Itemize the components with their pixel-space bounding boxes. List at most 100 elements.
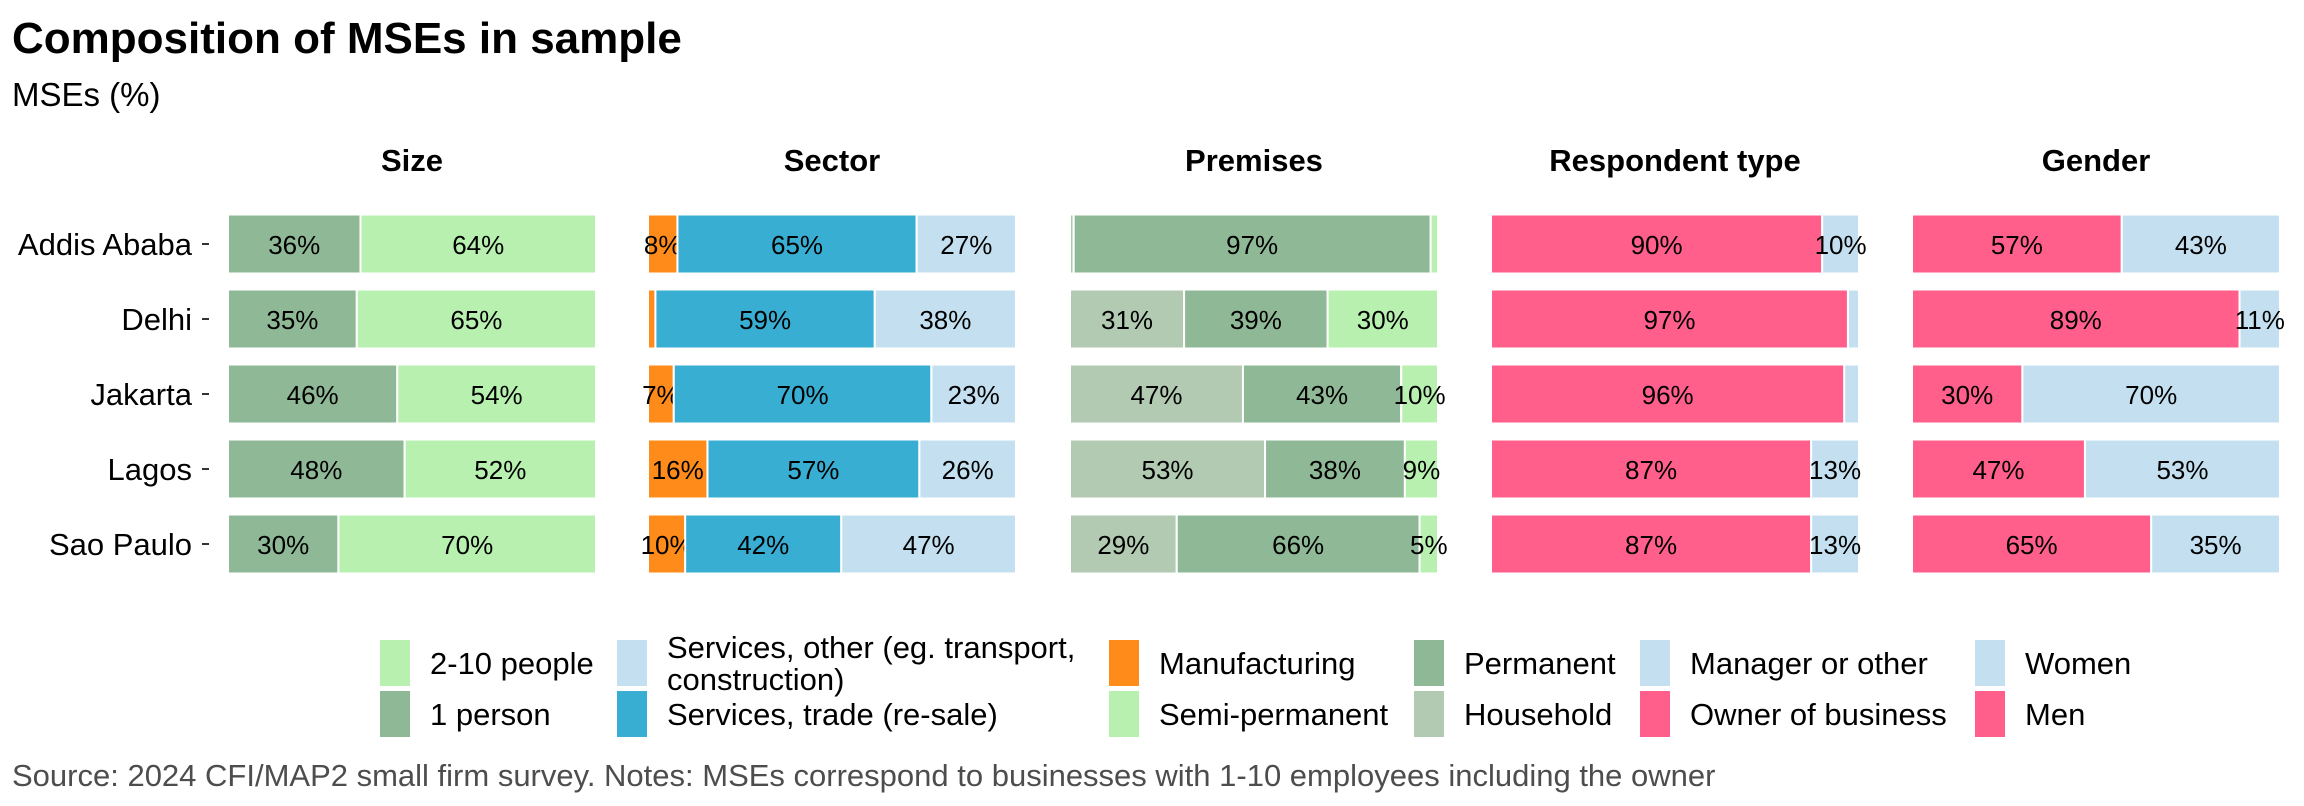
bar-premises-delhi-semi-permanent bbox=[1326, 288, 1439, 350]
bar-size-lagos-1-person bbox=[227, 438, 406, 500]
data-label-gender-jakarta-men: 30% bbox=[1941, 380, 1993, 410]
bar-sector-sao-paulo-services-other-eg-transport-construction bbox=[840, 513, 1017, 575]
row-label-jakarta: Jakarta bbox=[90, 377, 192, 412]
bar-gender-addis-ababa-men bbox=[1911, 213, 2123, 275]
legend-key-owner-of-business bbox=[1640, 691, 1670, 737]
legend-label-household: Household bbox=[1464, 697, 1612, 732]
bar-respondent-type-sao-paulo-owner-of-business bbox=[1490, 513, 1813, 575]
data-label-gender-lagos-women: 53% bbox=[2156, 455, 2208, 485]
data-label-gender-addis-ababa-women: 43% bbox=[2175, 230, 2227, 260]
legend-key-permanent bbox=[1414, 640, 1444, 686]
row-label-lagos: Lagos bbox=[108, 452, 192, 487]
data-label-respondent-type-addis-ababa-owner-of-business: 90% bbox=[1631, 230, 1683, 260]
data-label-sector-sao-paulo-services-trade-re-sale: 42% bbox=[737, 530, 789, 560]
bar-sector-addis-ababa-manufacturing bbox=[647, 213, 679, 275]
bar-size-sao-paulo-1-person bbox=[227, 513, 340, 575]
bar-sector-jakarta-services-trade-re-sale bbox=[672, 363, 933, 425]
legend-label-services-other-eg-transport-construction: Services, other (eg. transport, construct… bbox=[667, 630, 1075, 697]
data-label-size-jakarta-1-person: 46% bbox=[287, 380, 339, 410]
bar-premises-sao-paulo-permanent bbox=[1175, 513, 1421, 575]
bar-sector-jakarta-manufacturing bbox=[647, 363, 675, 425]
legend-label-2-10-people: 2-10 people bbox=[430, 646, 594, 681]
bar-premises-sao-paulo-semi-permanent bbox=[1418, 513, 1439, 575]
panel-title-sector: Sector bbox=[784, 143, 880, 178]
data-label-size-sao-paulo-1-person: 30% bbox=[257, 530, 309, 560]
data-label-premises-jakarta-household: 47% bbox=[1130, 380, 1182, 410]
bar-respondent-type-jakarta-owner-of-business bbox=[1490, 363, 1846, 425]
data-label-size-addis-ababa-1-person: 36% bbox=[268, 230, 320, 260]
panel-title-premises: Premises bbox=[1185, 143, 1323, 178]
legend-label-owner-of-business: Owner of business bbox=[1690, 697, 1947, 732]
data-label-sector-addis-ababa-services-trade-re-sale: 65% bbox=[771, 230, 823, 260]
bar-respondent-type-sao-paulo-manager-or-other bbox=[1810, 513, 1861, 575]
legend-key-2-10-people bbox=[380, 640, 410, 686]
legend-key-women bbox=[1975, 640, 2005, 686]
data-label-gender-delhi-women: 11% bbox=[2235, 305, 2285, 335]
data-label-respondent-type-delhi-owner-of-business: 97% bbox=[1643, 305, 1695, 335]
data-label-gender-jakarta-women: 70% bbox=[2125, 380, 2177, 410]
bar-sector-lagos-services-trade-re-sale bbox=[706, 438, 921, 500]
bar-size-sao-paulo-2-10-people bbox=[337, 513, 597, 575]
legend-label-women: Women bbox=[2025, 646, 2131, 681]
bar-sector-delhi-services-trade-re-sale bbox=[654, 288, 876, 350]
bar-size-addis-ababa-2-10-people bbox=[359, 213, 598, 275]
data-label-respondent-type-sao-paulo-owner-of-business: 87% bbox=[1625, 530, 1677, 560]
data-label-premises-sao-paulo-permanent: 66% bbox=[1272, 530, 1324, 560]
bar-sector-addis-ababa-services-trade-re-sale bbox=[676, 213, 918, 275]
data-label-size-jakarta-2-10-people: 54% bbox=[471, 380, 523, 410]
chart-subtitle: MSEs (%) bbox=[12, 76, 161, 113]
data-label-gender-lagos-men: 47% bbox=[1972, 455, 2024, 485]
bar-size-jakarta-2-10-people bbox=[396, 363, 597, 425]
bar-size-jakarta-1-person bbox=[227, 363, 399, 425]
legend-label-1-person: 1 person bbox=[430, 697, 551, 732]
data-label-sector-lagos-manufacturing: 16% bbox=[652, 455, 704, 485]
bar-respondent-type-jakarta-manager-or-other bbox=[1843, 363, 1861, 425]
legend-key-1-person bbox=[380, 691, 410, 737]
bar-respondent-type-delhi-manager-or-other bbox=[1846, 288, 1860, 350]
bar-sector-addis-ababa-services-other-eg-transport-construction bbox=[915, 213, 1018, 275]
panel-title-size: Size bbox=[381, 143, 443, 178]
legend-key-services-trade-re-sale bbox=[617, 691, 647, 737]
data-label-sector-addis-ababa-manufacturing: 8% bbox=[644, 230, 682, 260]
data-label-respondent-type-addis-ababa-manager-or-other: 10% bbox=[1815, 230, 1867, 260]
data-label-premises-jakarta-semi-permanent: 10% bbox=[1394, 380, 1446, 410]
row-label-addis-ababa: Addis Ababa bbox=[18, 227, 193, 262]
data-label-premises-sao-paulo-household: 29% bbox=[1097, 530, 1149, 560]
bar-sector-sao-paulo-services-trade-re-sale bbox=[684, 513, 843, 575]
legend-key-manufacturing bbox=[1109, 640, 1139, 686]
bar-gender-lagos-men bbox=[1911, 438, 2086, 500]
legend-label-permanent: Permanent bbox=[1464, 646, 1616, 681]
panel-title-gender: Gender bbox=[2042, 143, 2151, 178]
bar-respondent-type-lagos-owner-of-business bbox=[1490, 438, 1813, 500]
data-label-gender-sao-paulo-men: 65% bbox=[2006, 530, 2058, 560]
data-label-premises-delhi-semi-permanent: 30% bbox=[1357, 305, 1409, 335]
bar-size-addis-ababa-1-person bbox=[227, 213, 362, 275]
data-label-sector-sao-paulo-manufacturing: 10% bbox=[641, 530, 693, 560]
bar-premises-delhi-permanent bbox=[1183, 288, 1329, 350]
bar-respondent-type-lagos-manager-or-other bbox=[1810, 438, 1861, 500]
data-label-premises-lagos-semi-permanent: 9% bbox=[1403, 455, 1441, 485]
data-label-premises-delhi-household: 31% bbox=[1101, 305, 1153, 335]
data-label-respondent-type-lagos-owner-of-business: 87% bbox=[1625, 455, 1677, 485]
bar-sector-delhi-manufacturing bbox=[647, 288, 657, 350]
bar-respondent-type-addis-ababa-owner-of-business bbox=[1490, 213, 1824, 275]
panel-title-respondent-type: Respondent type bbox=[1549, 143, 1800, 178]
legend-label-services-trade-re-sale: Services, trade (re-sale) bbox=[667, 697, 998, 732]
data-label-sector-delhi-services-trade-re-sale: 59% bbox=[739, 305, 791, 335]
bar-sector-jakarta-services-other-eg-transport-construction bbox=[930, 363, 1017, 425]
data-label-sector-delhi-services-other-eg-transport-construction: 38% bbox=[919, 305, 971, 335]
data-label-gender-delhi-men: 89% bbox=[2050, 305, 2102, 335]
row-label-delhi: Delhi bbox=[121, 302, 192, 337]
data-label-sector-lagos-services-trade-re-sale: 57% bbox=[787, 455, 839, 485]
chart-title: Composition of MSEs in sample bbox=[12, 14, 682, 63]
data-label-size-lagos-1-person: 48% bbox=[290, 455, 342, 485]
bar-size-lagos-2-10-people bbox=[403, 438, 598, 500]
bar-premises-lagos-semi-permanent bbox=[1403, 438, 1440, 500]
data-label-size-sao-paulo-2-10-people: 70% bbox=[441, 530, 493, 560]
legend-label-manager-or-other: Manager or other bbox=[1690, 646, 1928, 681]
bar-size-delhi-2-10-people bbox=[355, 288, 597, 350]
data-label-gender-sao-paulo-women: 35% bbox=[2190, 530, 2242, 560]
bar-premises-jakarta-semi-permanent bbox=[1400, 363, 1439, 425]
data-label-premises-jakarta-permanent: 43% bbox=[1296, 380, 1348, 410]
